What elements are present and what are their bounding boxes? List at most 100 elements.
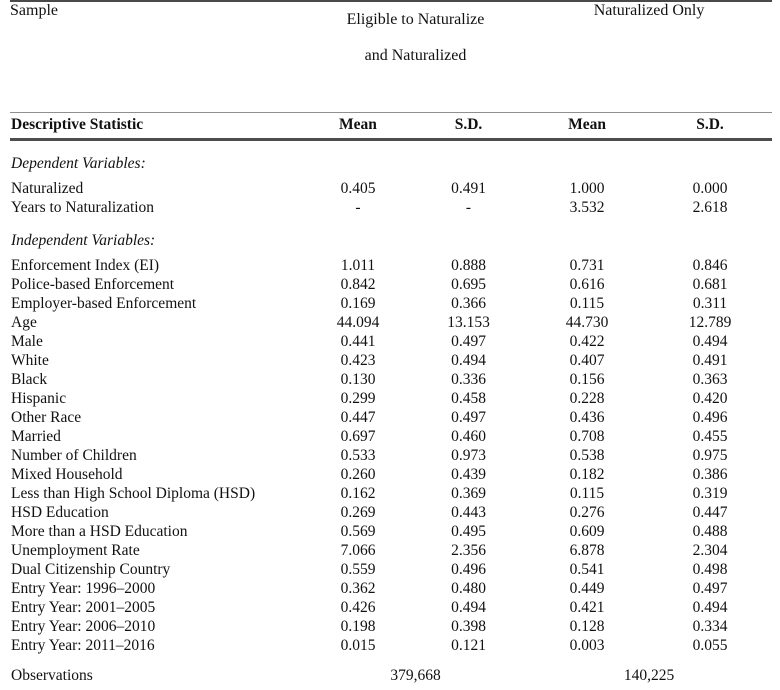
section-title: Independent Variables: [11,232,156,249]
cell-value: 0.497 [451,333,486,350]
cell-value: 12.789 [688,314,732,331]
cell-value: 0.055 [692,637,728,654]
cell-value: 0.460 [451,428,486,445]
cell-value: 0.115 [569,295,605,312]
cell-value: 44.730 [565,314,609,331]
cell-value: 2.618 [692,199,728,216]
cell-value: 0.405 [340,180,376,197]
column-header-row: Descriptive Statistic Mean S.D. Mean S.D… [10,112,773,141]
row-label: Entry Year: 2006–2010 [11,618,156,635]
cell-value: 0.169 [340,295,376,312]
cell-value: 0.276 [569,504,605,521]
cell-value: 0.681 [692,276,728,293]
cell-value: 0.386 [692,466,728,483]
section-title-row: Dependent Variables: [10,140,772,180]
cell-value: 0.494 [692,599,728,616]
cell-value: 0.538 [569,447,605,464]
cell-value: 0.407 [569,352,605,369]
cell-value: 0.491 [692,352,728,369]
table-row: Number of Children 0.533 0.973 0.538 0.975 [10,446,772,465]
cell-value: - [465,199,472,216]
observations-row: Observations 379,668 140,225 [10,655,772,690]
section-title-row: Independent Variables: [10,217,772,256]
cell-value: 0.366 [451,295,486,312]
cell-value: 0.559 [340,561,376,578]
cell-value: 0.421 [569,599,605,616]
cell-value: 0.228 [569,390,605,407]
cell-value: 0.449 [569,580,605,597]
cell-value: 0.182 [569,466,605,483]
table-row: Mixed Household 0.260 0.439 0.182 0.386 [10,465,772,484]
row-label: Entry Year: 2011–2016 [11,637,155,654]
cell-value: 0.121 [451,637,486,654]
cell-value: 0.491 [451,180,486,197]
column-header-mean-1: Mean [305,112,411,141]
cell-value: 0.439 [451,466,486,483]
cell-value: 0.162 [340,485,376,502]
cell-value: 2.356 [451,542,486,559]
table-row: More than a HSD Education 0.569 0.495 0.609… [10,522,772,541]
cell-value: 0.260 [340,466,376,483]
cell-value: 0.362 [340,580,376,597]
cell-value: 0.458 [451,390,486,407]
table-row: Less than High School Diploma (HSD) 0.162… [10,484,772,503]
group-header-line1: Eligible to Naturalize [346,11,485,28]
sample-group-header-row: Sample Eligible to Naturalize and Natura… [10,1,772,113]
cell-value: 0.888 [451,257,486,274]
table-row: Other Race 0.447 0.497 0.436 0.496 [10,408,772,427]
row-label: Enforcement Index (EI) [11,257,160,274]
cell-value: 7.066 [340,542,376,559]
cell-value: 0.115 [569,485,605,502]
row-label: HSD Education [11,504,109,521]
cell-value: 0.015 [340,637,376,654]
row-label: Employer-based Enforcement [11,295,197,312]
row-label: Married [11,428,61,445]
row-label: Black [11,371,48,388]
cell-value: 1.011 [340,257,376,274]
cell-value: 0.616 [569,276,605,293]
row-label: More than a HSD Education [11,523,188,540]
cell-value: 0.447 [692,504,728,521]
table-row: Years to Naturalization - - 3.532 2.618 [10,198,772,217]
table-row: Hispanic 0.299 0.458 0.228 0.420 [10,389,772,408]
cell-value: 0.541 [569,561,605,578]
row-label: Number of Children [11,447,137,464]
observations-value-naturalized-only: 140,225 [623,667,675,684]
table-row: Employer-based Enforcement 0.169 0.366 0.11… [10,294,772,313]
cell-value: 0.336 [451,371,486,388]
row-label: Less than High School Diploma (HSD) [11,485,256,502]
section-title: Dependent Variables: [11,155,146,172]
row-label: White [11,352,49,369]
cell-value: 0.494 [692,333,728,350]
column-header-descriptive-statistic: Descriptive Statistic [10,112,305,141]
cell-value: 0.846 [692,257,728,274]
table-body: Dependent Variables: Naturalized 0.405 0.49… [10,140,772,656]
row-label: Entry Year: 1996–2000 [11,580,156,597]
cell-value: 0.363 [692,371,728,388]
cell-value: 6.878 [569,542,605,559]
table-row: Entry Year: 1996–2000 0.362 0.480 0.449 0.49… [10,579,772,598]
row-label: Entry Year: 2001–2005 [11,599,156,616]
cell-value: 0.533 [340,447,376,464]
cell-value: 0.496 [692,409,728,426]
cell-value: 0.000 [692,180,728,197]
cell-value: 0.708 [569,428,605,445]
cell-value: 0.973 [451,447,486,464]
table-row: Black 0.130 0.336 0.156 0.363 [10,370,772,389]
row-label: Other Race [11,409,82,426]
table-row: Dual Citizenship Country 0.559 0.496 0.541 0… [10,560,772,579]
cell-value: 0.311 [692,295,728,312]
cell-value: 0.488 [692,523,728,540]
cell-value: 0.423 [340,352,376,369]
cell-value: 0.697 [340,428,376,445]
cell-value: 0.497 [451,409,486,426]
cell-value: 0.494 [451,352,486,369]
table-row: Male 0.441 0.497 0.422 0.494 [10,332,772,351]
cell-value: 0.569 [340,523,376,540]
cell-value: 0.334 [692,618,728,635]
cell-value: 44.094 [336,314,380,331]
cell-value: 0.498 [692,561,728,578]
table-row: Naturalized 0.405 0.491 1.000 0.000 [10,179,772,198]
cell-value: 13.153 [447,314,490,331]
